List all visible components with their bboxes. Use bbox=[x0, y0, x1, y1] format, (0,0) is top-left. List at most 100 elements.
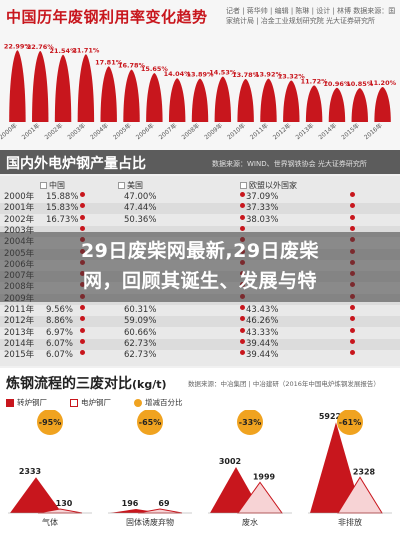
row-marker-dot bbox=[240, 338, 245, 344]
legend-china: 中国 bbox=[40, 180, 65, 190]
x-tick-label: 2009年 bbox=[203, 121, 224, 141]
reduction-label: -65% bbox=[139, 418, 161, 427]
eaf-value-label: 130 bbox=[56, 499, 73, 508]
x-tick-label: 2007年 bbox=[157, 121, 178, 141]
bar-2006年 bbox=[146, 73, 163, 122]
converter-triangle bbox=[310, 422, 362, 513]
table-row: 2003年 bbox=[0, 225, 400, 237]
x-tick-label: 2016年 bbox=[362, 121, 383, 141]
category-label: 废水 bbox=[242, 517, 258, 527]
legend-swatch-eu bbox=[240, 181, 247, 189]
x-tick-label: 2002年 bbox=[43, 121, 64, 141]
row-marker-dot bbox=[350, 338, 355, 344]
reduction-label: -95% bbox=[39, 418, 61, 427]
article-title-overlay bbox=[0, 232, 400, 302]
bar-value-label: 15.65% bbox=[141, 65, 169, 73]
reduction-badge bbox=[237, 410, 263, 435]
converter-value-label: 3002 bbox=[219, 457, 241, 466]
table-row: 2001年 15.83% 47.44% 37.33% bbox=[0, 203, 400, 215]
reduction-label: -61% bbox=[339, 418, 361, 427]
x-tick-label: 2011年 bbox=[248, 121, 269, 141]
cell-us: 47.00% bbox=[124, 192, 157, 202]
row-marker-dot bbox=[240, 327, 245, 333]
cell-cn: 6.97% bbox=[46, 327, 74, 338]
chart3-title: 炼钢流程的三废对比(kg/t) bbox=[6, 373, 167, 393]
bar-2007年 bbox=[168, 78, 186, 122]
row-marker-dot bbox=[240, 305, 245, 310]
bar-value-label: 13.92% bbox=[255, 71, 283, 79]
bar-2003年 bbox=[77, 54, 95, 122]
reduction-badge bbox=[137, 410, 163, 435]
row-marker-dot bbox=[80, 203, 85, 209]
chart1-title: 中国历年废钢利用率变化趋势 bbox=[6, 8, 208, 26]
row-marker-dot bbox=[80, 305, 85, 310]
bar-value-label: 16.78% bbox=[118, 62, 146, 70]
bar-2000年 bbox=[9, 50, 26, 122]
converter-triangle bbox=[10, 477, 62, 513]
table-row: 2011年 9.56% 60.31% 43.43% bbox=[0, 305, 400, 316]
row-marker-dot bbox=[80, 338, 85, 344]
cell-eu: 43.33% bbox=[246, 327, 279, 338]
legend-converter: 转炉钢厂 bbox=[6, 397, 47, 408]
table-row: 2012年 8.86% 59.09% 46.26% bbox=[0, 316, 400, 328]
table-source: 数据来源：WIND、世界钢铁协会 光大证券研究所 bbox=[212, 160, 367, 168]
x-tick-label: 2013年 bbox=[294, 121, 315, 141]
bar-value-label: 13.78% bbox=[232, 71, 260, 79]
chart3-source: 数据来源：中冶集团 | 中冶建研（2016年中国电炉炼钢发展报告） bbox=[188, 380, 380, 388]
legend-swatch-eaf bbox=[70, 398, 78, 407]
category-label: 固体诱废弃物 bbox=[126, 517, 174, 527]
legend-reduction: 增减百分比 bbox=[134, 397, 183, 408]
eaf-value-label: 1999 bbox=[253, 472, 276, 481]
bar-value-label: 14.04% bbox=[164, 70, 192, 78]
bar-2016年 bbox=[374, 87, 391, 122]
reduction-badge bbox=[37, 410, 63, 435]
bar-2015年 bbox=[351, 88, 368, 122]
chart1-source: 记者 | 蒋华帅 | 编辑 | 陈琳 | 设计 | 林博 数据来源：国家统计局 … bbox=[226, 7, 396, 25]
cell-eu: 38.03% bbox=[246, 214, 279, 225]
row-marker-dot bbox=[350, 214, 355, 220]
cell-cn: 6.07% bbox=[46, 338, 74, 349]
row-marker-dot bbox=[240, 316, 245, 322]
bar-2012年 bbox=[283, 80, 300, 122]
bar-value-label: 11.20% bbox=[369, 79, 397, 87]
chart3-unit: (kg/t) bbox=[132, 378, 167, 391]
cell-year: 2001年 bbox=[4, 203, 35, 214]
bar-value-label: 13.89% bbox=[186, 71, 214, 79]
category-label: 非排放 bbox=[338, 517, 362, 527]
bar-value-label: 10.85% bbox=[346, 80, 374, 88]
legend-label-eaf: 电炉钢厂 bbox=[81, 398, 111, 407]
converter-value-label: 2333 bbox=[19, 467, 41, 476]
bar-value-label: 22.76% bbox=[27, 43, 55, 51]
row-marker-dot bbox=[240, 350, 245, 356]
legend-label-china: 中国 bbox=[49, 180, 65, 190]
cell-eu: 37.33% bbox=[246, 203, 279, 214]
bar-value-label: 21.54% bbox=[50, 47, 78, 55]
table-row: 2002年 16.73% 50.36% 38.03% bbox=[0, 214, 400, 226]
x-tick-label: 2008年 bbox=[180, 121, 201, 141]
bar-value-label: 13.32% bbox=[278, 72, 306, 80]
scrap-utilization-chart: 22.99% 2000年 22.76% 2001年 21.54% 2002年 21.71% 2… bbox=[0, 42, 397, 141]
cell-year: 2003年 bbox=[4, 225, 35, 236]
row-marker-dot bbox=[240, 203, 245, 209]
waste-comparison-chart: 2333 130 -95% 气体 196 69 -65% 固体诱废弃物 3002 1999 -33%… bbox=[8, 410, 392, 527]
cell-cn: 16.73% bbox=[46, 214, 79, 225]
row-marker-dot bbox=[350, 316, 355, 322]
x-tick-label: 2003年 bbox=[66, 121, 87, 141]
row-marker-dot bbox=[80, 225, 85, 231]
cell-us: 62.73% bbox=[124, 338, 157, 349]
legend-label-eu: 欧盟以外国家 bbox=[249, 180, 297, 190]
reduction-badge bbox=[337, 410, 363, 435]
table-row: 2014年 6.07% 62.73% 39.44% bbox=[0, 338, 400, 350]
row-marker-dot bbox=[350, 192, 355, 197]
x-tick-label: 2012年 bbox=[271, 121, 292, 141]
bar-2010年 bbox=[237, 79, 254, 122]
article-title[interactable]: 29日废柴网最新,29日废柴 网，回顾其诞生、发展与特 bbox=[0, 236, 400, 296]
x-tick-label: 2005年 bbox=[111, 121, 132, 141]
row-marker-dot bbox=[240, 214, 245, 220]
x-tick-label: 2004年 bbox=[89, 121, 110, 141]
cell-year: 2002年 bbox=[4, 214, 35, 225]
cell-year: 2013年 bbox=[4, 327, 35, 338]
row-marker-dot bbox=[240, 225, 245, 231]
legend-label-reduction: 增减百分比 bbox=[145, 398, 183, 407]
cell-cn: 9.56% bbox=[46, 305, 74, 315]
